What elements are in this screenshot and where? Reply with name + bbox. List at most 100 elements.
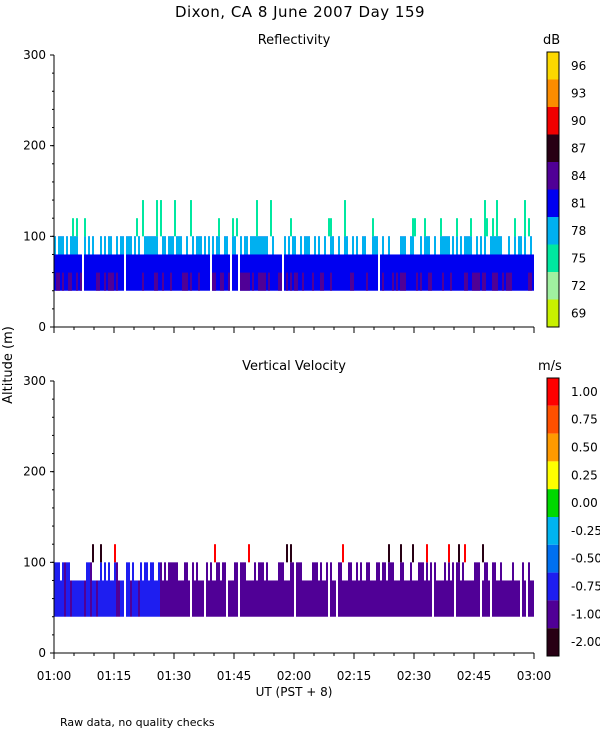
y-tick-label: 100 (23, 229, 46, 243)
heatmap-cell (470, 236, 472, 291)
colorbar-tick-label: 0.25 (571, 468, 598, 482)
heatmap-cell (524, 236, 526, 291)
heatmap-cell (374, 236, 376, 291)
heatmap-cell (208, 236, 210, 291)
heatmap-cell (166, 254, 168, 291)
heatmap-cell (218, 218, 220, 237)
heatmap-cell (448, 236, 450, 255)
heatmap-cell (382, 272, 384, 291)
heatmap-cell (426, 236, 428, 255)
heatmap-cell (458, 562, 460, 617)
heatmap-cell (242, 272, 244, 291)
heatmap-cell (488, 254, 490, 291)
heatmap-cell (126, 562, 128, 617)
heatmap-cell (158, 254, 160, 291)
heatmap-cell (262, 562, 264, 617)
heatmap-cell (84, 236, 86, 291)
y-tick-label: 300 (23, 48, 46, 62)
heatmap-cell (254, 236, 256, 291)
heatmap-cell (74, 580, 76, 617)
heatmap-cell (500, 562, 502, 617)
heatmap-cell (156, 200, 158, 237)
heatmap-cell (162, 236, 164, 291)
heatmap-cell (406, 580, 408, 617)
heatmap-cell (224, 236, 226, 291)
heatmap-cell (440, 236, 442, 291)
heatmap-cell (484, 236, 486, 255)
heatmap-cell (92, 236, 94, 255)
heatmap-cell (290, 544, 292, 563)
heatmap-cell (296, 272, 298, 291)
heatmap-cell (256, 236, 258, 255)
heatmap-cell (104, 236, 106, 255)
heatmap-cell (374, 580, 376, 617)
colorbar-tick-label: 78 (571, 224, 586, 238)
heatmap-cell (466, 580, 468, 617)
heatmap-cell (74, 236, 76, 291)
heatmap-cell (114, 254, 116, 291)
heatmap-cell (232, 580, 234, 617)
heatmap-cell (390, 562, 392, 617)
heatmap-cell (322, 272, 324, 291)
heatmap-cell (420, 236, 422, 255)
heatmap-cell (344, 236, 346, 291)
heatmap-cell (186, 236, 188, 255)
heatmap-cell (226, 236, 228, 291)
heatmap-cell (258, 236, 260, 255)
heatmap-cell (72, 236, 74, 255)
heatmap-cell (368, 562, 370, 617)
heatmap-cell (362, 580, 364, 617)
heatmap-cell (212, 272, 214, 291)
heatmap-cell (492, 218, 494, 237)
heatmap-cell (492, 236, 494, 255)
heatmap-cell (300, 562, 302, 617)
heatmap-cell (210, 562, 212, 617)
heatmap-cell (468, 236, 470, 291)
heatmap-cell (344, 200, 346, 237)
heatmap-cell (98, 580, 100, 617)
heatmap-cell (164, 236, 166, 255)
heatmap-cell (162, 580, 164, 617)
heatmap-cell (514, 580, 516, 617)
heatmap-cell (54, 236, 56, 255)
heatmap-cell (364, 580, 366, 617)
heatmap-cell (224, 562, 226, 617)
heatmap-cell (264, 580, 266, 617)
heatmap-cell (410, 562, 412, 617)
heatmap-cell (230, 580, 232, 617)
heatmap-cell (426, 236, 428, 291)
heatmap-cell (214, 580, 216, 617)
heatmap-cell (346, 580, 348, 617)
heatmap-cell (232, 236, 234, 291)
heatmap-cell (312, 272, 314, 291)
heatmap-cell (70, 236, 72, 255)
heatmap-cell (58, 236, 60, 255)
heatmap-cell (460, 236, 462, 255)
x-tick-label: 02:45 (457, 669, 492, 683)
heatmap-cell (428, 236, 430, 255)
heatmap-cell (364, 236, 366, 255)
heatmap-cell (508, 580, 510, 617)
heatmap-cell (328, 254, 330, 291)
heatmap-cell (208, 580, 210, 617)
heatmap-cell (112, 580, 114, 617)
heatmap-cell (300, 236, 302, 291)
heatmap-cell (236, 254, 238, 291)
heatmap-cell (198, 272, 200, 291)
heatmap-cell (252, 236, 254, 291)
heatmap-cell (332, 236, 334, 291)
heatmap-cell (114, 544, 116, 563)
heatmap-cell (276, 254, 278, 291)
heatmap-cell (182, 580, 184, 617)
heatmap-cell (192, 236, 194, 291)
heatmap-cell (292, 562, 294, 617)
heatmap-cell (176, 236, 178, 291)
heatmap-cell (268, 580, 270, 617)
heatmap-cell (496, 200, 498, 237)
heatmap-cell (128, 236, 130, 255)
heatmap-cell (352, 236, 354, 291)
heatmap-cell (522, 562, 524, 617)
heatmap-cell (318, 236, 320, 291)
heatmap-cell (426, 562, 428, 617)
colorbar-swatch (547, 461, 559, 490)
